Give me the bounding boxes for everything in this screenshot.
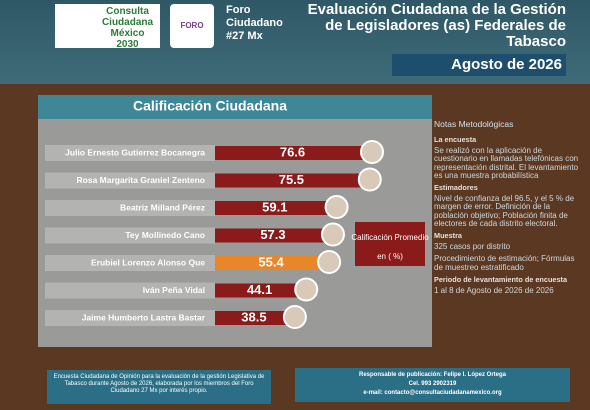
notes-text: Se realizó con la aplicación de cuestion… <box>434 145 579 181</box>
legend-unit: en ( %) <box>377 252 403 261</box>
notes-text: Nivel de confianza del 96.5, y el 5 % de… <box>434 193 575 229</box>
name-strip <box>45 145 215 161</box>
foro-badge: FORO <box>170 4 214 48</box>
bar <box>215 283 305 298</box>
notes-text: Procedimiento de estimación; Fórmulas de… <box>434 254 575 272</box>
footer-line: e-mail: contacto@consultaciudadanamexico… <box>363 390 502 396</box>
legend-box <box>355 222 425 266</box>
bar <box>215 146 370 160</box>
category-label: Julio Ernesto Gutierrez Bocanegra <box>65 147 205 157</box>
bar <box>215 201 335 215</box>
photo <box>282 305 307 329</box>
category-label: Iván Peña Vidal <box>143 285 205 295</box>
notes-heading: La encuesta <box>434 135 477 145</box>
name-strip <box>45 282 215 299</box>
notes-text: 1 al 8 de Agosto de 2026 de 2026 <box>434 285 554 295</box>
name-strip <box>45 227 215 244</box>
photo <box>360 140 384 164</box>
photo <box>357 167 382 192</box>
notes-text: 325 casos por distrito <box>434 241 511 251</box>
photo <box>320 222 345 247</box>
notes: Notas Metodológicas La encuesta Se realizó… <box>434 116 584 299</box>
category-label: Beatriz Milland Pérez <box>120 202 205 212</box>
photo <box>324 195 349 219</box>
value-label: 76.6 <box>280 144 305 159</box>
category-label: Erubiel Lorenzo Alonso Que <box>91 257 205 267</box>
logo: Consulta Ciudadana México 2030 <box>55 4 160 50</box>
page-title: Evaluación Ciudadana de la Gestión de Le… <box>307 1 566 50</box>
chart-panel <box>38 95 432 347</box>
bar <box>215 173 368 188</box>
legend-label: Calificación Promedio <box>351 233 429 242</box>
date: Agosto de 2026 <box>392 54 566 76</box>
foro-text: Foro Ciudadano #27 Mx <box>226 4 283 42</box>
notes-heading: Muestra <box>434 231 462 241</box>
value-label: 44.1 <box>247 282 272 297</box>
bar <box>215 311 293 325</box>
value-label: 55.4 <box>258 254 284 269</box>
value-label: 59.1 <box>262 199 287 214</box>
footer-line: Responsable de publicación: Felipe I. Ló… <box>358 372 507 378</box>
footer-right: Responsable de publicación: Felipe I. Ló… <box>295 368 570 402</box>
category-label: Jaime Humberto Lastra Bastar <box>82 312 206 322</box>
photo <box>317 250 342 274</box>
notes-heading: Periodo de levantamiento de encuesta <box>434 275 568 285</box>
footer-line: Cel. 993 2902319 <box>408 381 457 387</box>
value-label: 38.5 <box>241 309 266 324</box>
bar <box>215 228 331 243</box>
notes-heading: Estimadores <box>434 183 478 193</box>
name-strip <box>45 172 215 189</box>
name-strip <box>45 255 215 271</box>
notes-title: Notas Metodológicas <box>434 119 514 129</box>
photo <box>294 277 319 302</box>
bar <box>215 256 328 270</box>
category-label: Tey Mollinedo Cano <box>125 230 205 240</box>
value-label: 57.3 <box>260 227 285 242</box>
chart-title-bar <box>38 95 432 119</box>
name-strip <box>45 310 215 326</box>
name-strip <box>45 200 215 216</box>
chart-title: Calificación Ciudadana <box>133 98 287 114</box>
value-label: 75.5 <box>279 172 304 187</box>
category-label: Rosa Margarita Graniel Zenteno <box>77 175 205 185</box>
footer-left: Encuesta Ciudadana de Opinión para la ev… <box>47 370 271 404</box>
